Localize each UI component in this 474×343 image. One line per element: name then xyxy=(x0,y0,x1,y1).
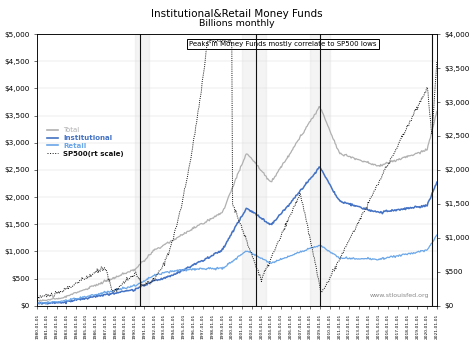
Text: Institutional&Retail Money Funds: Institutional&Retail Money Funds xyxy=(151,9,323,19)
Text: www.stlouisfed.org: www.stlouisfed.org xyxy=(369,293,429,298)
Bar xyxy=(135,34,149,306)
Bar xyxy=(310,34,329,306)
Text: Billions monthly: Billions monthly xyxy=(199,19,275,28)
Bar xyxy=(242,34,266,306)
Text: Peaks in Money Funds mostly correlate to SP500 lows: Peaks in Money Funds mostly correlate to… xyxy=(189,42,376,47)
Legend: Total, Institutional, Retail, SP500(rt scale): Total, Institutional, Retail, SP500(rt s… xyxy=(45,125,127,159)
